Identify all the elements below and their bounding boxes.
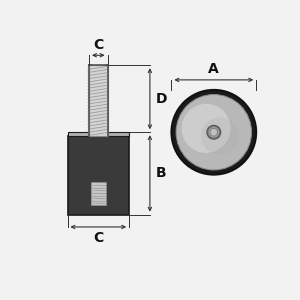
Polygon shape — [68, 132, 129, 136]
Text: D: D — [155, 92, 167, 106]
Circle shape — [210, 128, 218, 136]
Text: C: C — [93, 38, 103, 52]
Circle shape — [182, 104, 231, 153]
Circle shape — [191, 110, 236, 155]
Circle shape — [176, 94, 251, 170]
Polygon shape — [91, 182, 106, 206]
Circle shape — [207, 125, 221, 139]
Circle shape — [208, 127, 219, 137]
Polygon shape — [89, 65, 108, 136]
Text: C: C — [93, 231, 103, 245]
Text: A: A — [208, 62, 219, 76]
Circle shape — [172, 90, 256, 175]
Circle shape — [201, 117, 239, 155]
Circle shape — [182, 100, 246, 164]
Polygon shape — [68, 136, 129, 214]
Text: B: B — [155, 167, 166, 180]
